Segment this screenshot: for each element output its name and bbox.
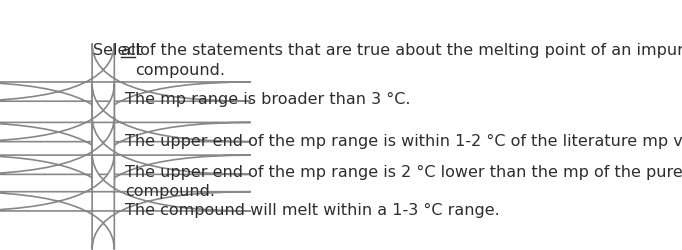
FancyBboxPatch shape: [0, 44, 251, 140]
Text: Select: Select: [93, 44, 148, 59]
Text: The mp range is broader than 3 °C.: The mp range is broader than 3 °C.: [125, 92, 411, 106]
Text: The upper end of the mp range is within 1-2 °C of the literature mp value.: The upper end of the mp range is within …: [125, 134, 682, 149]
FancyBboxPatch shape: [0, 153, 251, 250]
FancyBboxPatch shape: [0, 116, 251, 213]
Text: of the statements that are true about the melting point of an impure
compound.: of the statements that are true about th…: [135, 44, 682, 78]
Text: The compound will melt within a 1-3 °C range.: The compound will melt within a 1-3 °C r…: [125, 203, 500, 218]
Text: The upper end of the mp range is 2 °C lower than the mp of the pure
compound.: The upper end of the mp range is 2 °C lo…: [125, 165, 682, 199]
FancyBboxPatch shape: [0, 84, 251, 180]
Text: all: all: [121, 44, 140, 59]
